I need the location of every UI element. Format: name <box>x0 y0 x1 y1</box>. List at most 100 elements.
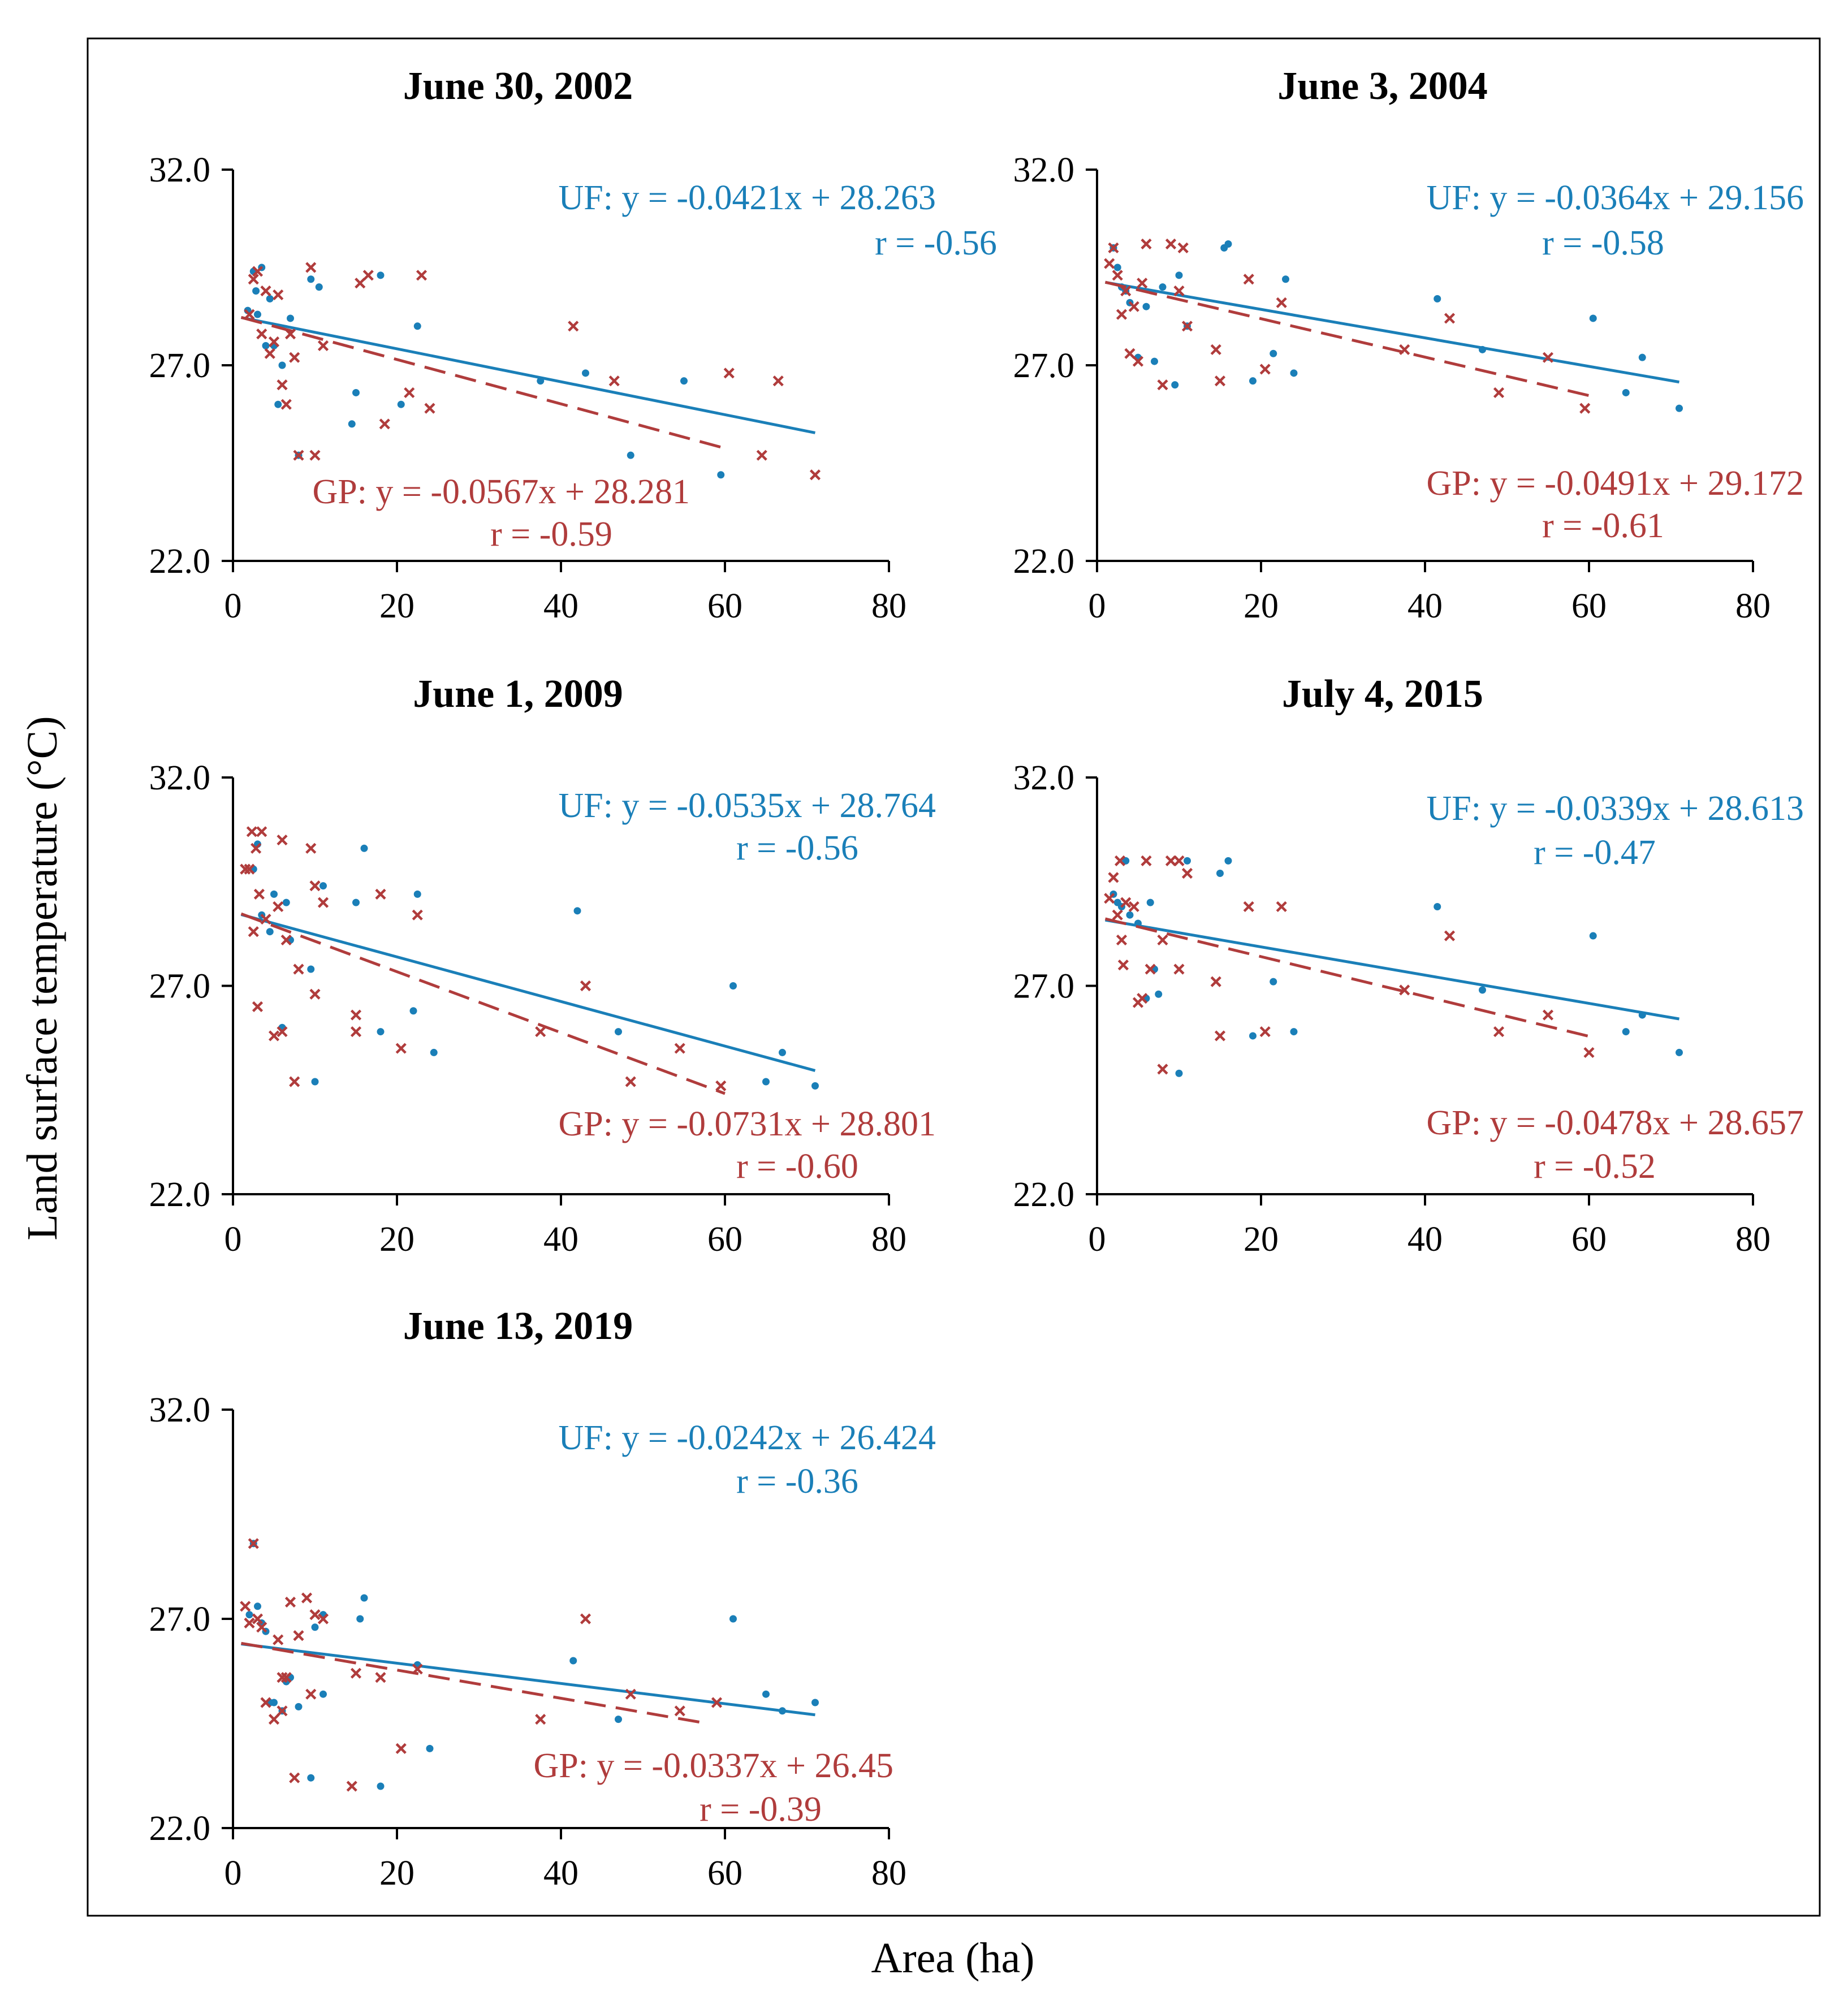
point-uf <box>377 1782 385 1790</box>
point-uf <box>1142 303 1150 310</box>
point-gp <box>244 863 255 875</box>
point-uf <box>1224 857 1232 865</box>
point-uf <box>1589 932 1597 940</box>
point-uf <box>356 1615 364 1623</box>
point-uf <box>1270 349 1277 357</box>
series-uf: UF: y = -0.0364x + 29.156 r = -0.58 <box>1105 179 1804 412</box>
x-tick-label: 60 <box>707 1854 742 1893</box>
point-gp <box>1173 855 1185 866</box>
x-tick-label: 80 <box>1735 1220 1771 1259</box>
point-uf <box>252 287 260 295</box>
r-value-uf: r = -0.47 <box>1534 833 1656 872</box>
panel-title: June 30, 2002 <box>403 64 633 108</box>
point-uf <box>729 1615 737 1623</box>
point-uf <box>270 1699 278 1706</box>
point-uf <box>717 471 725 479</box>
point-uf <box>319 1690 327 1698</box>
point-gp <box>260 913 271 925</box>
y-tick-label: 32.0 <box>1013 759 1075 797</box>
point-gp <box>240 1601 251 1612</box>
x-tick-label: 40 <box>1407 1220 1443 1259</box>
point-uf <box>295 1703 303 1710</box>
point-gp <box>625 1688 636 1700</box>
x-tick-label: 40 <box>543 1220 578 1259</box>
point-uf <box>282 898 290 906</box>
trendline-uf <box>1105 280 1679 384</box>
point-uf <box>1676 1048 1683 1056</box>
point-gp <box>277 834 288 846</box>
point-gp <box>1128 301 1139 312</box>
y-tick-label: 22.0 <box>149 1809 211 1848</box>
point-gp <box>355 278 366 289</box>
y-tick-label: 22.0 <box>1013 542 1075 581</box>
point-gp <box>1542 1009 1554 1021</box>
point-gp <box>293 450 304 461</box>
point-gp <box>535 1714 546 1725</box>
point-gp <box>317 897 329 908</box>
equation-gp: GP: y = -0.0567x + 28.281 <box>312 473 690 511</box>
point-gp <box>256 1622 267 1633</box>
point-gp <box>580 980 591 992</box>
x-tick-label: 0 <box>1089 587 1106 625</box>
series-uf: UF: y = -0.0421x + 28.263 r = -0.56 <box>241 179 997 479</box>
point-gp <box>293 964 304 975</box>
point-uf <box>262 342 270 349</box>
y-tick-label: 22.0 <box>149 542 211 581</box>
point-gp <box>277 1705 288 1717</box>
point-uf <box>1282 275 1289 283</box>
trendline-gp <box>1104 280 1590 397</box>
point-gp <box>1145 964 1156 975</box>
point-gp <box>1157 379 1168 391</box>
point-gp <box>1243 901 1254 913</box>
equation-gp: GP: y = -0.0731x + 28.801 <box>558 1105 936 1143</box>
x-tick-label: 20 <box>379 1220 414 1259</box>
y-tick-label: 32.0 <box>149 151 211 189</box>
panel-title: June 13, 2019 <box>403 1304 633 1348</box>
point-uf <box>1122 857 1130 865</box>
equation-gp: GP: y = -0.0491x + 29.172 <box>1426 464 1804 503</box>
r-value-uf: r = -0.36 <box>736 1462 858 1501</box>
point-gp <box>568 321 579 332</box>
point-uf <box>1175 1069 1183 1077</box>
r-value-gp: r = -0.52 <box>1534 1147 1656 1186</box>
point-gp <box>1259 1026 1271 1038</box>
point-uf <box>413 322 421 330</box>
r-value-uf: r = -0.56 <box>736 829 858 867</box>
y-tick-label: 27.0 <box>149 967 211 1006</box>
point-gp <box>350 1009 362 1021</box>
r-value-gp: r = -0.61 <box>1542 507 1664 545</box>
panels: June 30, 2002 32.0 27.0 22.0 0 20 40 60 80 UF: y … <box>149 64 1804 1893</box>
point-gp <box>277 1026 288 1038</box>
point-uf <box>315 283 323 291</box>
point-gp <box>248 1538 259 1549</box>
y-tick-label: 27.0 <box>149 347 211 385</box>
x-tick-label: 40 <box>543 587 578 625</box>
point-uf <box>274 400 282 408</box>
point-gp <box>252 1001 264 1012</box>
point-gp <box>375 1672 386 1683</box>
point-gp <box>293 1630 304 1641</box>
point-uf <box>1175 271 1183 279</box>
point-uf <box>348 420 356 428</box>
point-gp <box>260 285 271 297</box>
trendline-gp <box>240 316 726 450</box>
r-value-uf: r = -0.58 <box>1542 224 1664 262</box>
x-tick-label: 20 <box>1243 587 1279 625</box>
point-gp <box>1128 901 1139 913</box>
point-uf <box>569 1657 577 1665</box>
r-value-gp: r = -0.60 <box>736 1147 858 1186</box>
point-gp <box>1115 855 1126 866</box>
x-tick-label: 20 <box>1243 1220 1279 1259</box>
point-gp <box>375 888 386 900</box>
point-uf <box>1224 240 1232 248</box>
point-gp <box>346 1781 357 1792</box>
point-gp <box>253 888 265 900</box>
point-uf <box>1151 357 1158 365</box>
y-axis-label: Land surface temperature (°C) <box>19 716 66 1240</box>
x-tick-label: 80 <box>871 1854 906 1893</box>
point-gp <box>246 826 257 837</box>
x-tick-label: 60 <box>707 1220 742 1259</box>
point-gp <box>240 863 251 875</box>
point-uf <box>266 928 274 936</box>
point-gp <box>252 1613 264 1625</box>
